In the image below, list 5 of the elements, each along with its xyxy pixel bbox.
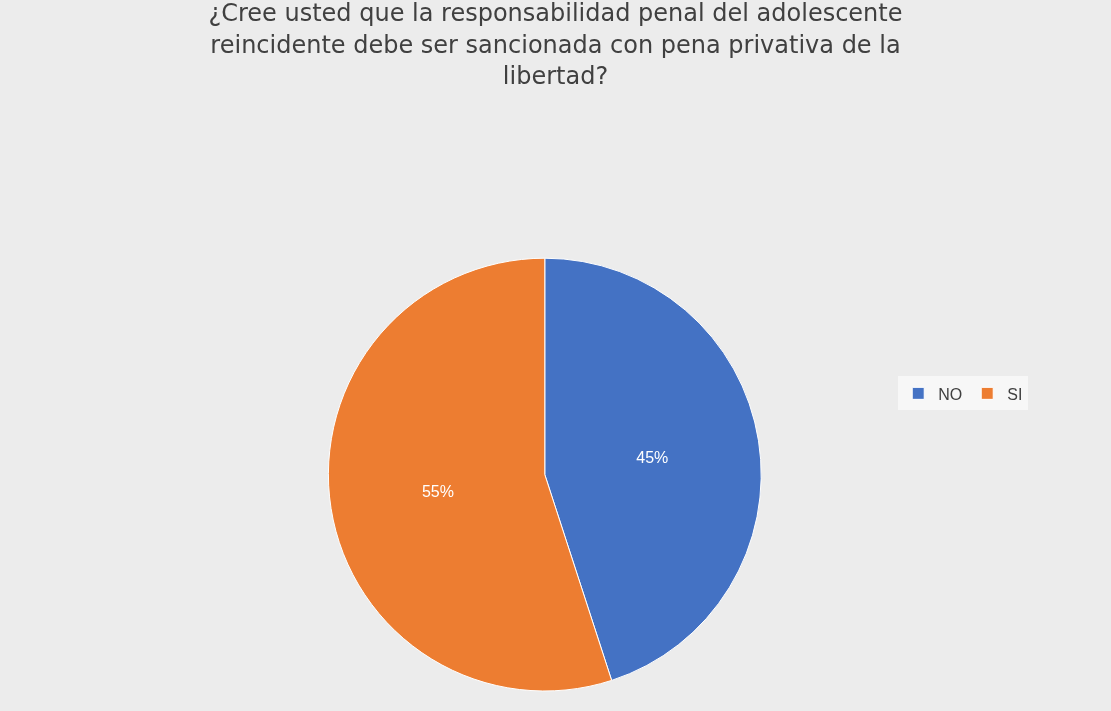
legend-label: SI — [1007, 385, 1023, 403]
data-label: 55% — [421, 483, 454, 501]
legend-label: NO — [938, 385, 963, 403]
data-label: 45% — [636, 449, 669, 467]
chart-title: ¿Cree usted que la responsabilidad penal del adolescente reincidente debe ser sancionada con pena privativa de la libertad? — [208, 0, 903, 90]
